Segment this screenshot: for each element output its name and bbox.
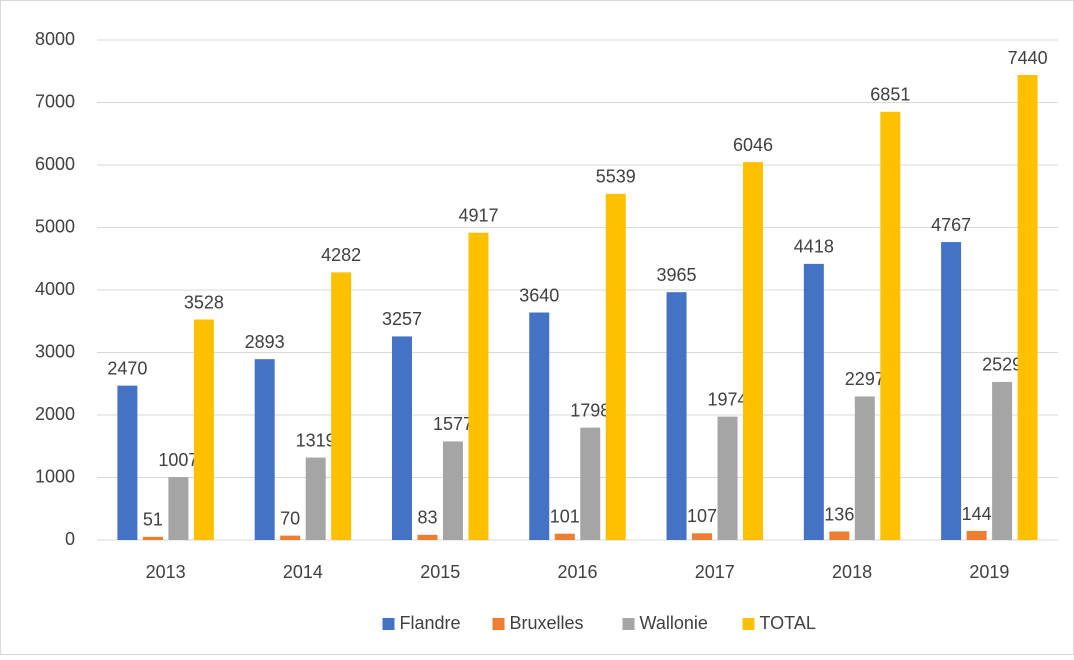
bar (692, 533, 713, 540)
data-label: 5539 (596, 167, 636, 187)
legend-swatch (382, 618, 395, 630)
legend-swatch (742, 618, 755, 630)
legend-swatch (492, 618, 505, 630)
x-tick-label: 2013 (146, 562, 186, 582)
data-label: 3640 (519, 285, 559, 305)
bar (580, 427, 601, 540)
data-label: 83 (417, 508, 437, 528)
bar (666, 292, 687, 540)
y-tick-label: 2000 (35, 404, 75, 424)
data-label: 7440 (1008, 48, 1048, 68)
data-label: 1319 (296, 430, 336, 450)
data-label: 3965 (657, 265, 697, 285)
bar (117, 385, 138, 540)
y-tick-label: 5000 (35, 216, 75, 236)
bar (193, 319, 214, 540)
bar (142, 536, 163, 540)
data-label: 4282 (321, 245, 361, 265)
bar (605, 193, 626, 540)
y-tick-label: 1000 (35, 466, 75, 486)
bar (854, 396, 875, 540)
data-label: 4767 (931, 215, 971, 235)
data-label: 4418 (794, 237, 834, 257)
data-label: 1577 (433, 414, 473, 434)
data-label: 3257 (382, 309, 422, 329)
legend-label: Wallonie (640, 613, 708, 633)
y-tick-label: 7000 (35, 91, 75, 111)
bar (254, 359, 275, 540)
data-label: 136 (824, 504, 854, 524)
bar (331, 272, 352, 540)
data-label: 2470 (107, 358, 147, 378)
x-tick-label: 2014 (283, 562, 323, 582)
bar (1017, 75, 1038, 540)
data-label: 107 (687, 506, 717, 526)
data-label: 2893 (245, 332, 285, 352)
data-label: 4917 (458, 205, 498, 225)
data-label: 3528 (184, 292, 224, 312)
data-label: 70 (280, 508, 300, 528)
x-tick-label: 2018 (832, 562, 872, 582)
bar (417, 534, 438, 540)
y-tick-label: 6000 (35, 154, 75, 174)
bar (743, 162, 764, 540)
data-label: 2529 (982, 355, 1022, 375)
bar (803, 263, 824, 540)
bar (442, 441, 463, 540)
legend-label: TOTAL (760, 613, 816, 633)
data-label: 101 (550, 506, 580, 526)
bar (468, 232, 489, 540)
legend-swatch (622, 618, 635, 630)
bar (880, 111, 901, 540)
data-label: 51 (143, 510, 163, 530)
legend-label: Bruxelles (510, 613, 584, 633)
bar (280, 535, 301, 540)
x-tick-label: 2019 (969, 562, 1009, 582)
data-label: 1974 (708, 389, 748, 409)
bar (966, 531, 987, 540)
bar (829, 531, 850, 540)
data-label: 6851 (870, 85, 910, 105)
y-tick-label: 3000 (35, 341, 75, 361)
x-tick-label: 2016 (557, 562, 597, 582)
data-label: 2297 (845, 369, 885, 389)
x-tick-label: 2017 (695, 562, 735, 582)
data-label: 1798 (570, 400, 610, 420)
bar (992, 381, 1013, 540)
x-tick-label: 2015 (420, 562, 460, 582)
bar (554, 533, 575, 540)
bar (717, 416, 738, 540)
y-tick-label: 0 (65, 529, 75, 549)
data-label: 1007 (158, 450, 198, 470)
data-label: 144 (962, 504, 992, 524)
y-tick-label: 8000 (35, 29, 75, 49)
bar (941, 242, 962, 540)
bar (305, 457, 326, 540)
bar (529, 312, 550, 540)
data-label: 6046 (733, 135, 773, 155)
y-tick-label: 4000 (35, 279, 75, 299)
bar (391, 336, 412, 540)
bar (168, 477, 189, 540)
legend-label: Flandre (400, 613, 461, 633)
